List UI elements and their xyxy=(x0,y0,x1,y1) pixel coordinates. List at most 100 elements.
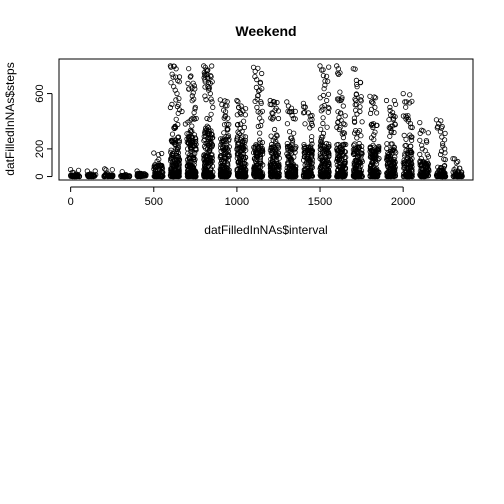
y-tick-label: 200 xyxy=(34,140,46,158)
data-point xyxy=(370,142,376,148)
data-point xyxy=(340,130,347,136)
chart-title: Weekend xyxy=(235,23,296,39)
data-point xyxy=(439,134,445,140)
data-point xyxy=(109,167,115,173)
data-point xyxy=(309,122,315,129)
data-point xyxy=(69,169,75,175)
data-point xyxy=(401,165,407,171)
data-point xyxy=(257,110,263,116)
data-point xyxy=(334,63,340,69)
data-point xyxy=(318,142,324,148)
data-point xyxy=(188,143,194,149)
data-point xyxy=(337,70,343,76)
data-point xyxy=(159,150,165,157)
data-point xyxy=(289,164,295,170)
data-point xyxy=(318,126,324,132)
data-point xyxy=(420,159,426,165)
data-point xyxy=(290,115,296,122)
data-point xyxy=(342,160,348,166)
data-point xyxy=(324,124,330,130)
data-point xyxy=(255,93,261,99)
data-point xyxy=(76,167,82,173)
data-point xyxy=(326,105,332,112)
data-point xyxy=(326,162,332,168)
data-point xyxy=(168,155,174,162)
data-point xyxy=(326,144,332,150)
data-point xyxy=(204,140,210,146)
data-point xyxy=(351,130,358,136)
data-point xyxy=(407,92,413,98)
x-tick-label: 500 xyxy=(145,196,163,208)
data-point xyxy=(309,116,315,123)
data-point xyxy=(354,135,360,141)
data-point xyxy=(357,171,363,177)
data-point xyxy=(324,97,330,104)
data-point xyxy=(389,141,395,147)
y-axis-label: datFilledInNAs$steps xyxy=(3,62,17,175)
data-point xyxy=(191,96,197,102)
data-point xyxy=(188,146,194,152)
data-point xyxy=(84,168,90,174)
data-point xyxy=(337,89,343,95)
data-point xyxy=(356,173,363,179)
data-point xyxy=(168,173,174,179)
data-point xyxy=(357,79,363,86)
data-point xyxy=(350,147,356,153)
data-point xyxy=(127,173,133,179)
data-point xyxy=(139,171,145,177)
data-point xyxy=(235,99,241,105)
data-point xyxy=(225,133,232,139)
data-point xyxy=(370,168,376,174)
data-point xyxy=(159,170,165,176)
data-point xyxy=(210,169,216,175)
data-point xyxy=(174,91,180,97)
data-point xyxy=(174,147,180,153)
data-point xyxy=(241,124,247,131)
data-point xyxy=(190,115,196,121)
data-point xyxy=(326,64,332,70)
data-point xyxy=(417,120,423,126)
data-point xyxy=(288,165,294,171)
data-point xyxy=(193,136,199,142)
data-point xyxy=(254,104,260,111)
data-point xyxy=(221,107,227,113)
data-point xyxy=(317,95,323,101)
y-tick-label: 600 xyxy=(34,84,46,102)
data-point xyxy=(267,160,274,166)
data-point xyxy=(170,151,176,157)
data-point xyxy=(168,147,174,153)
data-point xyxy=(242,112,248,118)
data-point xyxy=(270,173,276,179)
data-point xyxy=(186,86,192,92)
data-point xyxy=(438,125,444,131)
x-tick-label: 0 xyxy=(68,196,74,208)
data-point xyxy=(240,133,246,139)
data-point xyxy=(190,80,196,86)
data-point xyxy=(358,168,365,174)
data-point xyxy=(276,163,282,169)
data-point xyxy=(189,98,195,104)
data-point xyxy=(292,146,298,152)
data-point xyxy=(209,144,215,150)
data-point xyxy=(373,153,379,159)
data-point xyxy=(374,168,380,174)
data-point xyxy=(189,85,195,91)
data-point xyxy=(103,167,109,173)
data-point xyxy=(236,104,242,111)
data-point xyxy=(352,96,358,102)
data-point xyxy=(336,98,342,104)
data-point xyxy=(351,173,357,180)
data-point xyxy=(182,121,188,127)
data-point xyxy=(389,168,395,175)
data-point xyxy=(350,66,356,72)
data-point xyxy=(374,170,381,177)
data-point xyxy=(292,171,298,177)
data-point xyxy=(252,147,258,153)
data-point xyxy=(236,140,242,146)
data-point xyxy=(442,130,448,136)
data-point xyxy=(219,139,225,145)
x-axis-label: datFilledInNAs$interval xyxy=(204,223,327,237)
data-point xyxy=(173,163,179,169)
data-point xyxy=(209,99,215,105)
